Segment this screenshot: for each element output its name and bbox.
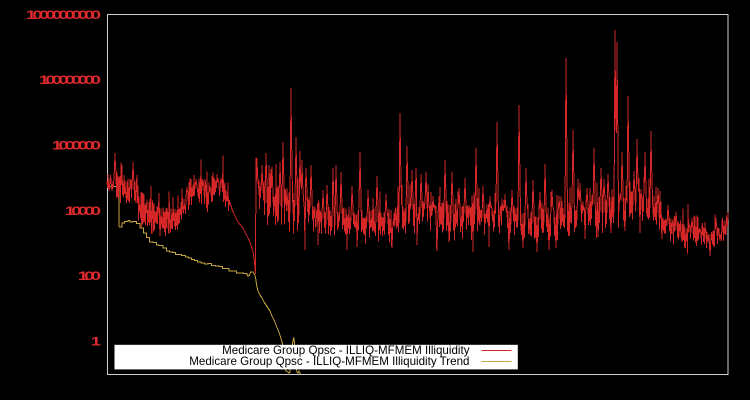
svg-text:Medicare Group Qpsc - ILLIQ-MF: Medicare Group Qpsc - ILLIQ-MFMEM Illiqu… bbox=[189, 355, 469, 368]
svg-text:10000000000: 10000000000 bbox=[26, 9, 101, 22]
svg-text:1000000: 1000000 bbox=[52, 140, 101, 153]
svg-text:10000: 10000 bbox=[65, 205, 101, 218]
svg-text:100: 100 bbox=[78, 270, 101, 283]
svg-text:Medicare Group Qpsc - ILLIQ-MF: Medicare Group Qpsc - ILLIQ-MFMEM Illiqu… bbox=[222, 344, 470, 357]
svg-text:100000000: 100000000 bbox=[39, 74, 101, 87]
